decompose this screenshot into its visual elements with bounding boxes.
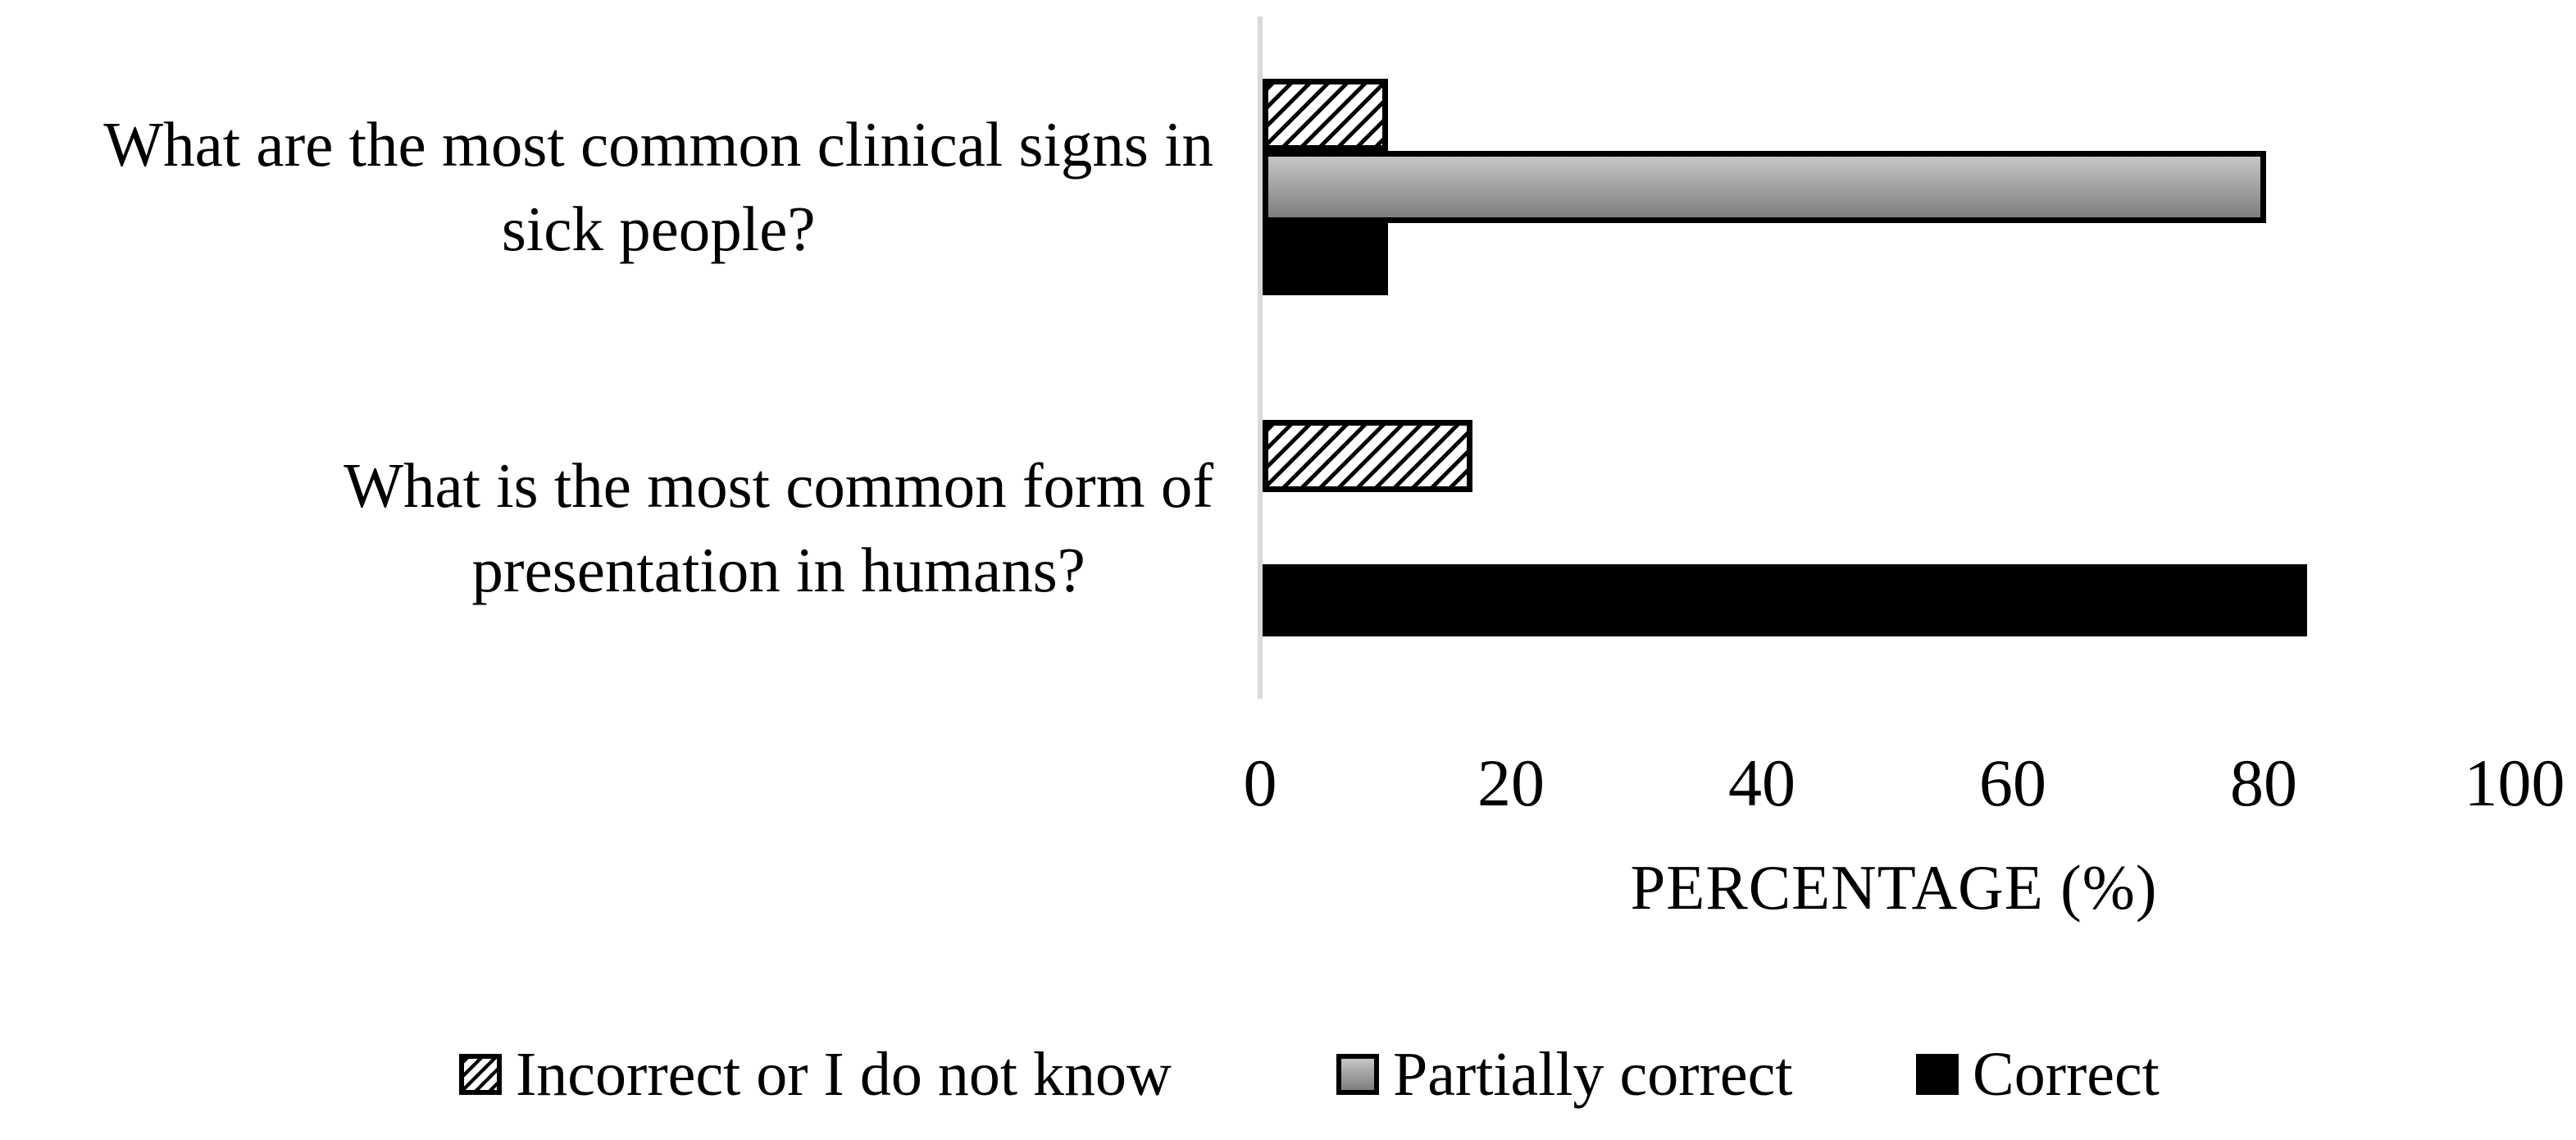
x-tick-label: 0 — [1243, 746, 1277, 820]
x-tick-label: 20 — [1477, 746, 1545, 820]
y-axis-line — [1258, 16, 1263, 699]
bar-gray-gradient — [1263, 151, 2266, 223]
legend-label: Incorrect or I do not know — [516, 1040, 1172, 1109]
legend-item: Partially correct — [1336, 1033, 1792, 1115]
category-label: What is the most common form of presenta… — [344, 450, 1213, 605]
legend-swatch-gray-gradient — [1336, 1054, 1379, 1095]
legend-item: Incorrect or I do not know — [459, 1033, 1172, 1115]
legend-swatch-solid-black — [1916, 1054, 1959, 1095]
bar-hatched — [1263, 420, 1472, 492]
x-tick-label: 100 — [2464, 746, 2565, 820]
category-label-cell: What are the most common clinical signs … — [0, 16, 1213, 358]
legend-item: Correct — [1916, 1033, 2160, 1115]
x-tick-label: 80 — [2230, 746, 2297, 820]
bar-solid-black — [1263, 223, 1388, 295]
x-tick-label: 40 — [1728, 746, 1795, 820]
legend-label: Correct — [1973, 1040, 2160, 1109]
legend-label: Partially correct — [1393, 1040, 1793, 1109]
category-label-cell: What is the most common form of presenta… — [0, 358, 1213, 699]
bar-hatched — [1263, 79, 1388, 151]
legend-swatch-hatched — [459, 1054, 502, 1095]
x-tick-label: 60 — [1979, 746, 2046, 820]
legend: Incorrect or I do not know Partially corr… — [0, 1033, 2576, 1115]
x-axis-title: PERCENTAGE (%) — [1630, 852, 2158, 923]
category-labels: What are the most common clinical signs … — [0, 16, 1213, 699]
category-label: What are the most common clinical signs … — [103, 109, 1213, 264]
bar-solid-black — [1263, 564, 2307, 636]
plot-area — [1263, 16, 2525, 699]
